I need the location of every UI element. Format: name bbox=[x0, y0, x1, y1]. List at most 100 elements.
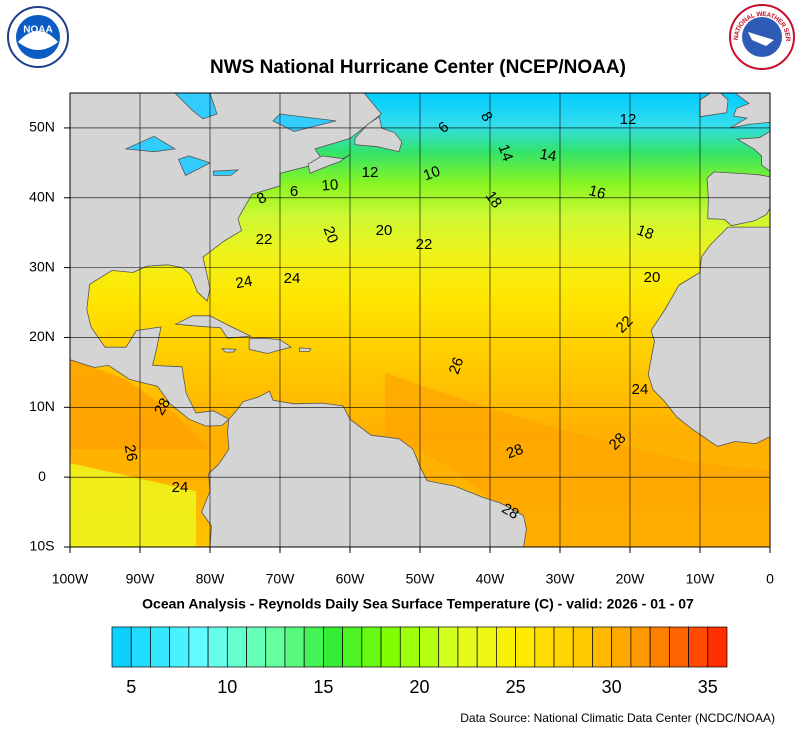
contour-label: 10 bbox=[421, 163, 442, 185]
map-frame bbox=[69, 92, 771, 548]
contour-label: 26 bbox=[446, 355, 468, 376]
x-tick-label: 10W bbox=[686, 571, 716, 587]
contour-label: 24 bbox=[284, 270, 301, 287]
colorbar-box bbox=[419, 626, 440, 668]
contour-label: 18 bbox=[482, 188, 505, 211]
land bbox=[647, 226, 770, 447]
land bbox=[729, 93, 770, 129]
contour-label: 18 bbox=[634, 222, 655, 244]
colorbar-label: 5 bbox=[126, 677, 136, 697]
colorbar-box bbox=[553, 626, 574, 668]
colorbar-label: 35 bbox=[698, 677, 718, 697]
y-tick-label: 50N bbox=[29, 119, 55, 135]
contour-label: 10 bbox=[321, 176, 339, 194]
colorbar-box bbox=[226, 626, 247, 668]
contour-label: 28 bbox=[504, 441, 525, 463]
colorbar: 5 10 15 20 25 30 35 bbox=[111, 626, 728, 697]
contour-label: 22 bbox=[416, 236, 433, 253]
axes: 100W 90W 80W 70W 60W 50W 40W 30W 20W 10W 0 50N 40N 30… bbox=[29, 92, 774, 587]
y-tick-label: 0 bbox=[38, 468, 46, 484]
colorbar-box bbox=[611, 626, 632, 668]
x-tick-label: 90W bbox=[126, 571, 156, 587]
colorbar-box bbox=[323, 626, 343, 668]
lake bbox=[177, 155, 212, 176]
logo-text: NATIONAL WEATHER SERVICE bbox=[0, 0, 791, 42]
colorbar-label: 25 bbox=[506, 677, 526, 697]
x-tick-label: 100W bbox=[52, 571, 89, 587]
lake bbox=[124, 135, 177, 153]
contour-label: 6 bbox=[290, 183, 298, 200]
x-tick-label: 80W bbox=[196, 571, 226, 587]
colorbar-box bbox=[284, 626, 305, 668]
x-tick-label: 70W bbox=[266, 571, 296, 587]
colorbar-box bbox=[361, 626, 382, 668]
colorbar-box bbox=[515, 626, 536, 668]
gulf-warm bbox=[385, 372, 770, 547]
y-tick-label: 30N bbox=[29, 258, 55, 274]
contour-label: 20 bbox=[376, 222, 393, 239]
colorbar-box bbox=[592, 626, 613, 668]
contour-label: 14 bbox=[495, 142, 517, 163]
land bbox=[307, 154, 351, 174]
land bbox=[174, 315, 253, 339]
contour-label: 20 bbox=[644, 269, 661, 286]
contour-label: 14 bbox=[538, 146, 557, 166]
contour-label: 24 bbox=[632, 381, 649, 398]
colorbar-label: 15 bbox=[313, 677, 333, 697]
land bbox=[706, 171, 770, 227]
cool-tongue bbox=[70, 463, 196, 547]
colorbar-label: 10 bbox=[217, 677, 237, 697]
colorbar-label: 30 bbox=[602, 677, 622, 697]
contour-label: 24 bbox=[234, 273, 253, 293]
logo-text: NOAA bbox=[23, 25, 52, 36]
x-tick-label: 20W bbox=[616, 571, 646, 587]
colorbar-box bbox=[169, 626, 190, 668]
contour-label: 12 bbox=[362, 164, 379, 181]
lake bbox=[174, 93, 218, 120]
colorbar-box bbox=[342, 626, 363, 668]
land bbox=[220, 348, 237, 353]
colorbar-box bbox=[476, 626, 497, 668]
title: NWS National Hurricane Center (NCEP/NOAA… bbox=[210, 57, 626, 78]
contour-label: 20 bbox=[320, 224, 342, 245]
colorbar-box bbox=[246, 626, 267, 668]
subtitle: Ocean Analysis - Reynolds Daily Sea Surf… bbox=[142, 596, 694, 612]
colorbar-box bbox=[265, 626, 286, 668]
colorbar-box bbox=[399, 626, 420, 668]
colorbar-box bbox=[150, 626, 171, 668]
logo-ring-text: NATIONAL WEATHER SERVICE bbox=[0, 0, 791, 42]
colorbar-box bbox=[207, 626, 228, 668]
y-tick-label: 20N bbox=[29, 328, 55, 344]
source: Data Source: National Climatic Data Cent… bbox=[460, 711, 775, 725]
x-tick-label: 0 bbox=[766, 571, 774, 587]
colorbar-box bbox=[688, 626, 709, 668]
lake bbox=[213, 169, 240, 176]
land bbox=[354, 116, 403, 153]
x-tick-label: 50W bbox=[406, 571, 436, 587]
x-tick-label: 60W bbox=[336, 571, 366, 587]
y-tick-label: 10N bbox=[29, 398, 55, 414]
colorbar-box bbox=[649, 626, 670, 668]
contour-label: 24 bbox=[172, 479, 189, 496]
colorbar-box bbox=[572, 626, 593, 668]
lake bbox=[272, 113, 337, 132]
contour-label: 22 bbox=[256, 231, 273, 248]
colorbar-box bbox=[457, 626, 478, 668]
colorbar-label: 20 bbox=[409, 677, 429, 697]
land bbox=[735, 130, 770, 172]
x-tick-label: 40W bbox=[476, 571, 506, 587]
contour-label: 12 bbox=[620, 111, 637, 128]
x-tick-label: 30W bbox=[546, 571, 576, 587]
colorbar-box bbox=[496, 626, 516, 668]
y-tick-label: 40N bbox=[29, 188, 55, 204]
colorbar-box bbox=[534, 626, 555, 668]
contour-label: 28 bbox=[151, 395, 174, 418]
colorbar-box bbox=[668, 626, 689, 668]
colorbar-box bbox=[130, 626, 151, 668]
colorbar-box bbox=[707, 626, 728, 668]
contour-label: 26 bbox=[121, 443, 141, 462]
contour-label: 28 bbox=[499, 500, 522, 523]
colorbar-box bbox=[303, 626, 324, 668]
land bbox=[299, 347, 312, 352]
